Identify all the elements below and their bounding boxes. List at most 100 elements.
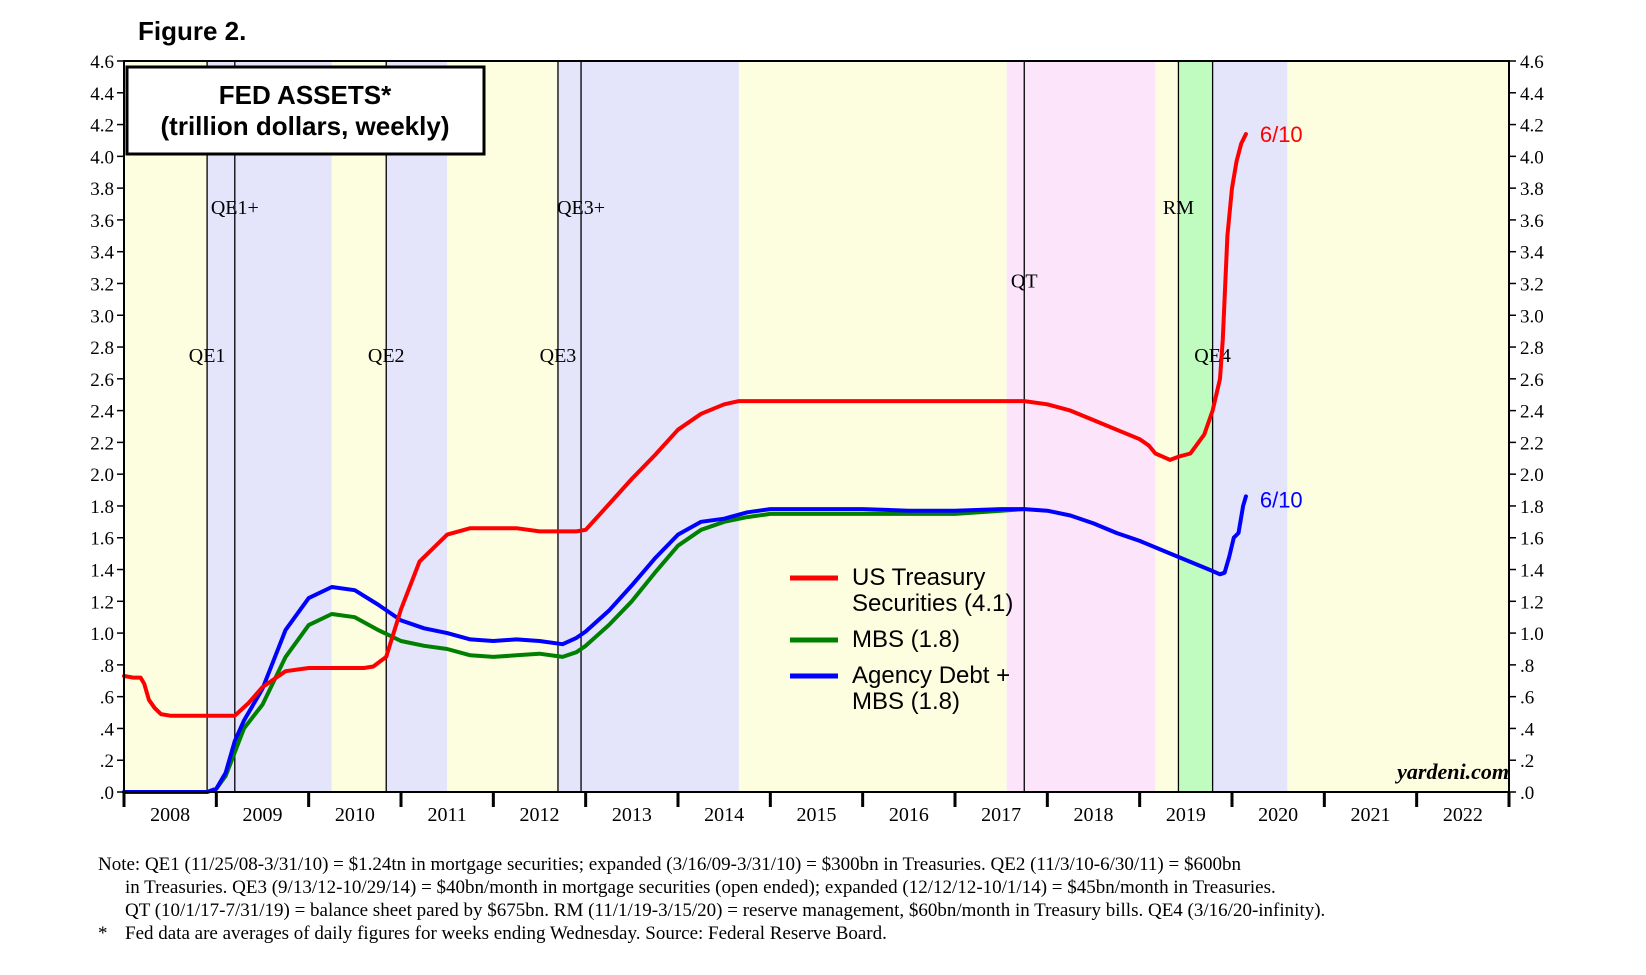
event-label-qe4: QE4: [1194, 345, 1231, 367]
shaded-period-4: [447, 61, 558, 792]
shaded-period-5: [557, 61, 739, 792]
figure-label: Figure 2.: [138, 16, 247, 46]
x-tick-label: 2014: [704, 804, 744, 826]
y-tick-label-left: 4.2: [90, 116, 114, 137]
y-tick-label-right: .4: [1520, 719, 1535, 740]
x-tick-label: 2022: [1443, 804, 1483, 826]
y-tick-label-left: 1.8: [90, 497, 114, 518]
chart-axes: .0 .0 .2 .2 .4 .4 .6 .6 .8 .8 1.0 1.0 1.2 1.2 1.4 1.4 1.…: [90, 52, 1544, 826]
y-tick-label-right: 4.2: [1520, 116, 1544, 137]
y-tick-label-right: .6: [1520, 688, 1534, 709]
note-line-3: QT (10/1/17-7/31/19) = balance sheet par…: [125, 900, 1326, 921]
x-tick-label: 2013: [612, 804, 652, 826]
note-line-2: in Treasuries. QE3 (9/13/12-10/29/14) = …: [125, 877, 1276, 898]
y-tick-label-left: 3.4: [90, 243, 114, 264]
legend-label-treasury: Securities (4.1): [852, 590, 1013, 617]
x-tick-label: 2016: [889, 804, 929, 826]
legend-label-treasury: US Treasury: [852, 564, 985, 591]
x-tick-label: 2018: [1074, 804, 1114, 826]
y-tick-label-right: 3.0: [1520, 306, 1544, 327]
chart-subtitle: (trillion dollars, weekly): [161, 111, 450, 141]
event-lines: QE1 QE1+ QE2 QE3 QE3+ QT RM QE4: [189, 61, 1231, 792]
y-tick-label-left: 2.4: [90, 402, 114, 423]
y-tick-label-left: 2.2: [90, 433, 114, 454]
y-tick-label-left: 4.4: [90, 84, 114, 105]
x-tick-label: 2020: [1258, 804, 1298, 826]
y-tick-label-left: 2.8: [90, 338, 114, 359]
y-tick-label-right: 4.0: [1520, 147, 1544, 168]
shaded-periods: [124, 61, 1509, 792]
shaded-period-10: [1212, 61, 1288, 792]
y-tick-label-left: .8: [100, 656, 114, 677]
event-label-qe3: QE3: [540, 345, 577, 367]
y-tick-label-left: 2.6: [90, 370, 114, 391]
plot-frame: [123, 60, 1510, 793]
shaded-period-2: [331, 61, 387, 792]
y-tick-label-left: .2: [100, 751, 114, 772]
legend-label-mbs: MBS (1.8): [852, 626, 960, 653]
y-tick-label-right: .2: [1520, 751, 1534, 772]
x-tick-label: 2010: [335, 804, 375, 826]
event-label-qe1-plus: QE1+: [211, 197, 259, 219]
series-lines: 6/10 6/10: [122, 122, 1303, 794]
chart-title: FED ASSETS*: [219, 80, 392, 110]
shaded-period-0: [124, 61, 208, 792]
shaded-period-3: [386, 61, 448, 792]
y-tick-label-right: 3.6: [1520, 211, 1544, 232]
x-tick-label: 2017: [981, 804, 1021, 826]
y-tick-label-left: .6: [100, 688, 114, 709]
y-tick-label-left: 3.8: [90, 179, 114, 200]
chart-notes: Note: QE1 (11/25/08-3/31/10) = $1.24tn i…: [98, 853, 1638, 945]
y-tick-label-left: 3.0: [90, 306, 114, 327]
y-tick-label-right: 1.4: [1520, 561, 1544, 582]
y-tick-label-left: .0: [100, 783, 114, 804]
series-line-treasury: [122, 132, 1248, 718]
end-label-treasury: 6/10: [1260, 122, 1303, 147]
y-tick-label-left: 4.0: [90, 147, 114, 168]
shaded-period-7: [1006, 61, 1156, 792]
y-tick-label-right: 2.2: [1520, 433, 1544, 454]
y-tick-label-right: 3.2: [1520, 274, 1544, 295]
event-label-qe1: QE1: [189, 345, 226, 367]
y-tick-label-right: 4.6: [1520, 52, 1544, 73]
x-tick-label: 2009: [243, 804, 283, 826]
series-line-mbs: [122, 507, 1027, 794]
note-line-1: Note: QE1 (11/25/08-3/31/10) = $1.24tn i…: [98, 854, 1241, 875]
footnote-text: Fed data are averages of daily figures f…: [125, 923, 887, 944]
x-tick-label: 2019: [1166, 804, 1206, 826]
legend-label-agency: MBS (1.8): [852, 688, 960, 715]
event-label-qt: QT: [1011, 270, 1038, 292]
y-tick-label-right: 1.6: [1520, 529, 1544, 550]
y-tick-label-left: .4: [100, 719, 115, 740]
y-tick-label-left: 3.2: [90, 274, 114, 295]
y-tick-label-left: 2.0: [90, 465, 114, 486]
y-tick-label-right: 3.4: [1520, 243, 1544, 264]
event-label-rm: RM: [1163, 197, 1194, 219]
y-tick-label-right: .0: [1520, 783, 1534, 804]
y-tick-label-right: 2.8: [1520, 338, 1544, 359]
y-tick-label-right: 1.8: [1520, 497, 1544, 518]
chart-title-box: FED ASSETS* (trillion dollars, weekly): [125, 65, 486, 156]
y-tick-label-left: 1.6: [90, 529, 114, 550]
x-tick-label: 2012: [520, 804, 560, 826]
y-tick-label-right: 1.0: [1520, 624, 1544, 645]
x-tick-label: 2015: [797, 804, 837, 826]
y-tick-label-right: 1.2: [1520, 592, 1544, 613]
x-tick-label: 2021: [1351, 804, 1391, 826]
x-tick-label: 2008: [150, 804, 190, 826]
series-line-agency: [122, 494, 1248, 794]
shaded-period-6: [738, 61, 1007, 792]
y-tick-label-right: .8: [1520, 656, 1534, 677]
x-tick-label: 2011: [428, 804, 467, 826]
end-label-agency: 6/10: [1260, 488, 1303, 513]
y-tick-label-right: 4.4: [1520, 84, 1544, 105]
y-tick-label-left: 1.2: [90, 592, 114, 613]
y-tick-label-left: 1.4: [90, 561, 114, 582]
event-label-qe3-plus: QE3+: [557, 197, 605, 219]
watermark: yardeni.com: [1394, 759, 1509, 784]
shaded-period-11: [1287, 61, 1509, 792]
legend-label-agency: Agency Debt +: [852, 662, 1010, 689]
footnote-mark: *: [98, 923, 108, 944]
